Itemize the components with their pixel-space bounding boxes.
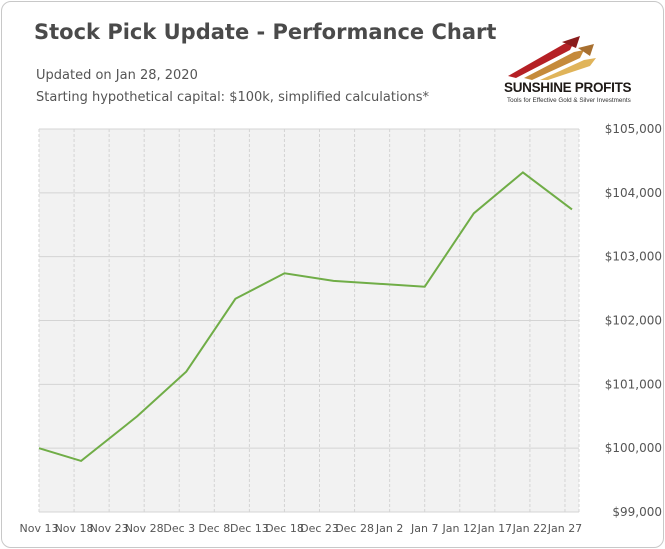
sunshine-profits-logo: SUNSHINE PROFITS Tools for Effective Gol… xyxy=(500,36,650,108)
capital-note: Starting hypothetical capital: $100k, si… xyxy=(36,90,430,105)
logo-tagline: Tools for Effective Gold & Silver Invest… xyxy=(507,97,631,104)
x-tick-label: Nov 18 xyxy=(55,522,94,535)
y-tick-label: $103,000 xyxy=(605,250,662,264)
x-tick-label: Jan 12 xyxy=(442,522,477,535)
x-tick-label: Nov 23 xyxy=(90,522,129,535)
y-tick-label: $104,000 xyxy=(605,186,662,200)
x-tick-label: Jan 2 xyxy=(375,522,403,535)
y-tick-label: $105,000 xyxy=(605,122,662,136)
y-tick-label: $100,000 xyxy=(605,441,662,455)
x-tick-label: Dec 23 xyxy=(300,522,339,535)
x-tick-label: Jan 7 xyxy=(410,522,438,535)
x-tick-label: Dec 8 xyxy=(198,522,230,535)
x-tick-label: Dec 18 xyxy=(265,522,304,535)
x-tick-label: Dec 13 xyxy=(230,522,269,535)
logo-name: SUNSHINE PROFITS xyxy=(504,80,632,95)
y-tick-label: $99,000 xyxy=(612,505,662,519)
updated-date: Updated on Jan 28, 2020 xyxy=(36,68,198,83)
x-tick-label: Jan 27 xyxy=(547,522,582,535)
logo-arrows-icon xyxy=(508,36,596,80)
x-tick-label: Dec 3 xyxy=(163,522,195,535)
performance-line xyxy=(38,171,573,463)
x-tick-label: Jan 22 xyxy=(512,522,547,535)
chart-title: Stock Pick Update - Performance Chart xyxy=(34,20,497,44)
y-tick-label: $101,000 xyxy=(605,377,662,391)
y-tick-label: $102,000 xyxy=(605,314,662,328)
x-tick-label: Nov 13 xyxy=(20,522,59,535)
x-tick-label: Dec 28 xyxy=(335,522,374,535)
x-tick-label: Nov 28 xyxy=(125,522,164,535)
x-tick-label: Jan 17 xyxy=(477,522,512,535)
